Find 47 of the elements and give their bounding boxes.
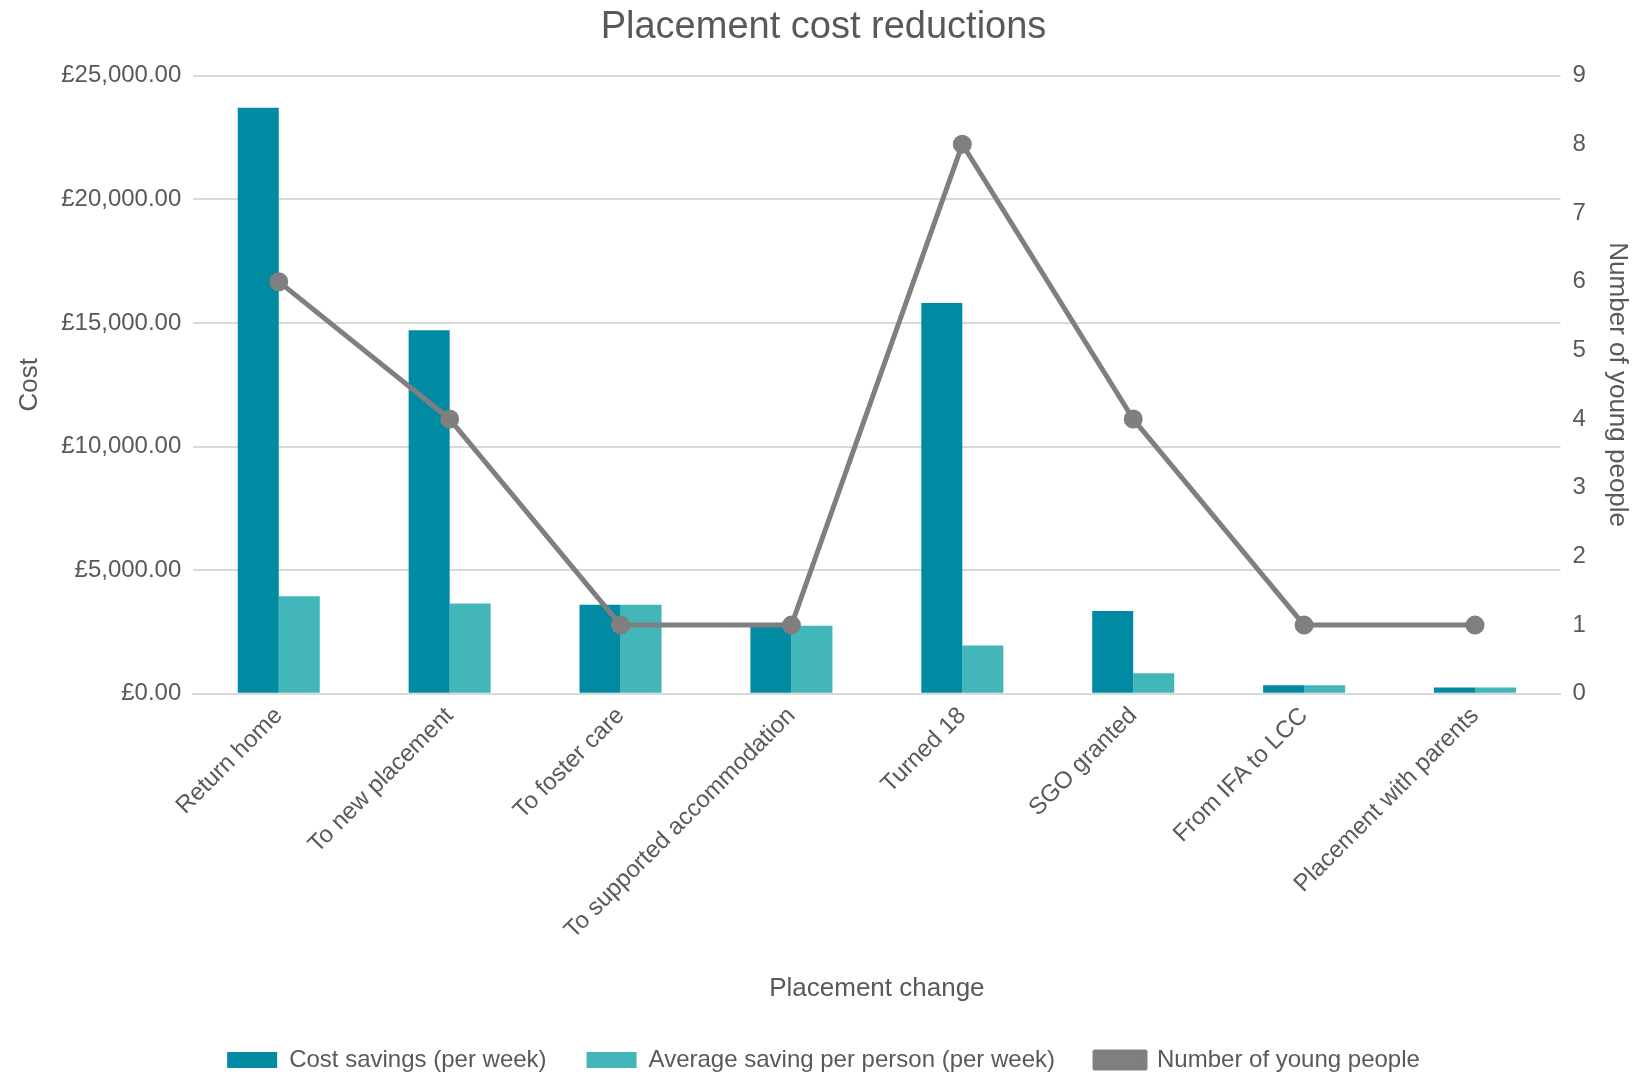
bar	[921, 303, 963, 693]
bar	[791, 625, 833, 693]
bar	[408, 330, 450, 693]
bar	[1433, 687, 1476, 693]
bar	[962, 645, 1004, 693]
y-tick-label: £15,000.00	[61, 307, 182, 335]
bar	[1133, 673, 1175, 693]
y2-tick-label: 6	[1572, 266, 1586, 294]
y-tick-label: £5,000.00	[74, 554, 182, 582]
legend-label: Average saving per person (per week)	[648, 1044, 1056, 1072]
y-axis-title: Cost	[12, 357, 43, 412]
y2-axis-title: Number of young people	[1604, 242, 1635, 528]
y2-tick-label: 4	[1572, 403, 1586, 431]
point	[1294, 615, 1314, 635]
bar	[1475, 687, 1517, 693]
legend-label: Cost savings (per week)	[289, 1044, 547, 1072]
bar	[278, 596, 320, 693]
bar	[579, 604, 621, 693]
y2-tick-label: 3	[1572, 472, 1586, 500]
chart-title: Placement cost reductions	[600, 4, 1047, 47]
y2-tick-label: 5	[1572, 334, 1586, 362]
y-tick-label: £0.00	[121, 678, 182, 706]
bar	[620, 604, 662, 693]
y2-tick-label: 8	[1572, 128, 1586, 156]
y2-tick-label: 7	[1572, 197, 1586, 225]
point	[611, 615, 631, 635]
point	[781, 615, 801, 635]
y-tick-label: £10,000.00	[61, 431, 182, 459]
y-tick-label: £25,000.00	[61, 60, 182, 88]
point	[1123, 409, 1143, 429]
point	[269, 272, 289, 292]
x-axis-title: Placement change	[769, 971, 985, 1002]
point	[440, 409, 460, 429]
bar	[449, 603, 491, 693]
y2-tick-label: 1	[1572, 609, 1586, 637]
legend-label: Number of young people	[1157, 1044, 1420, 1072]
y2-tick-label: 9	[1572, 60, 1586, 88]
bar	[1263, 685, 1305, 693]
bar	[1092, 610, 1134, 693]
point	[1465, 615, 1485, 635]
bar	[1304, 685, 1346, 693]
bar	[237, 107, 279, 693]
bar	[750, 625, 792, 693]
point	[952, 134, 972, 154]
y2-tick-label: 0	[1572, 678, 1586, 706]
y2-tick-label: 2	[1572, 541, 1586, 569]
y-tick-label: £20,000.00	[61, 183, 182, 211]
